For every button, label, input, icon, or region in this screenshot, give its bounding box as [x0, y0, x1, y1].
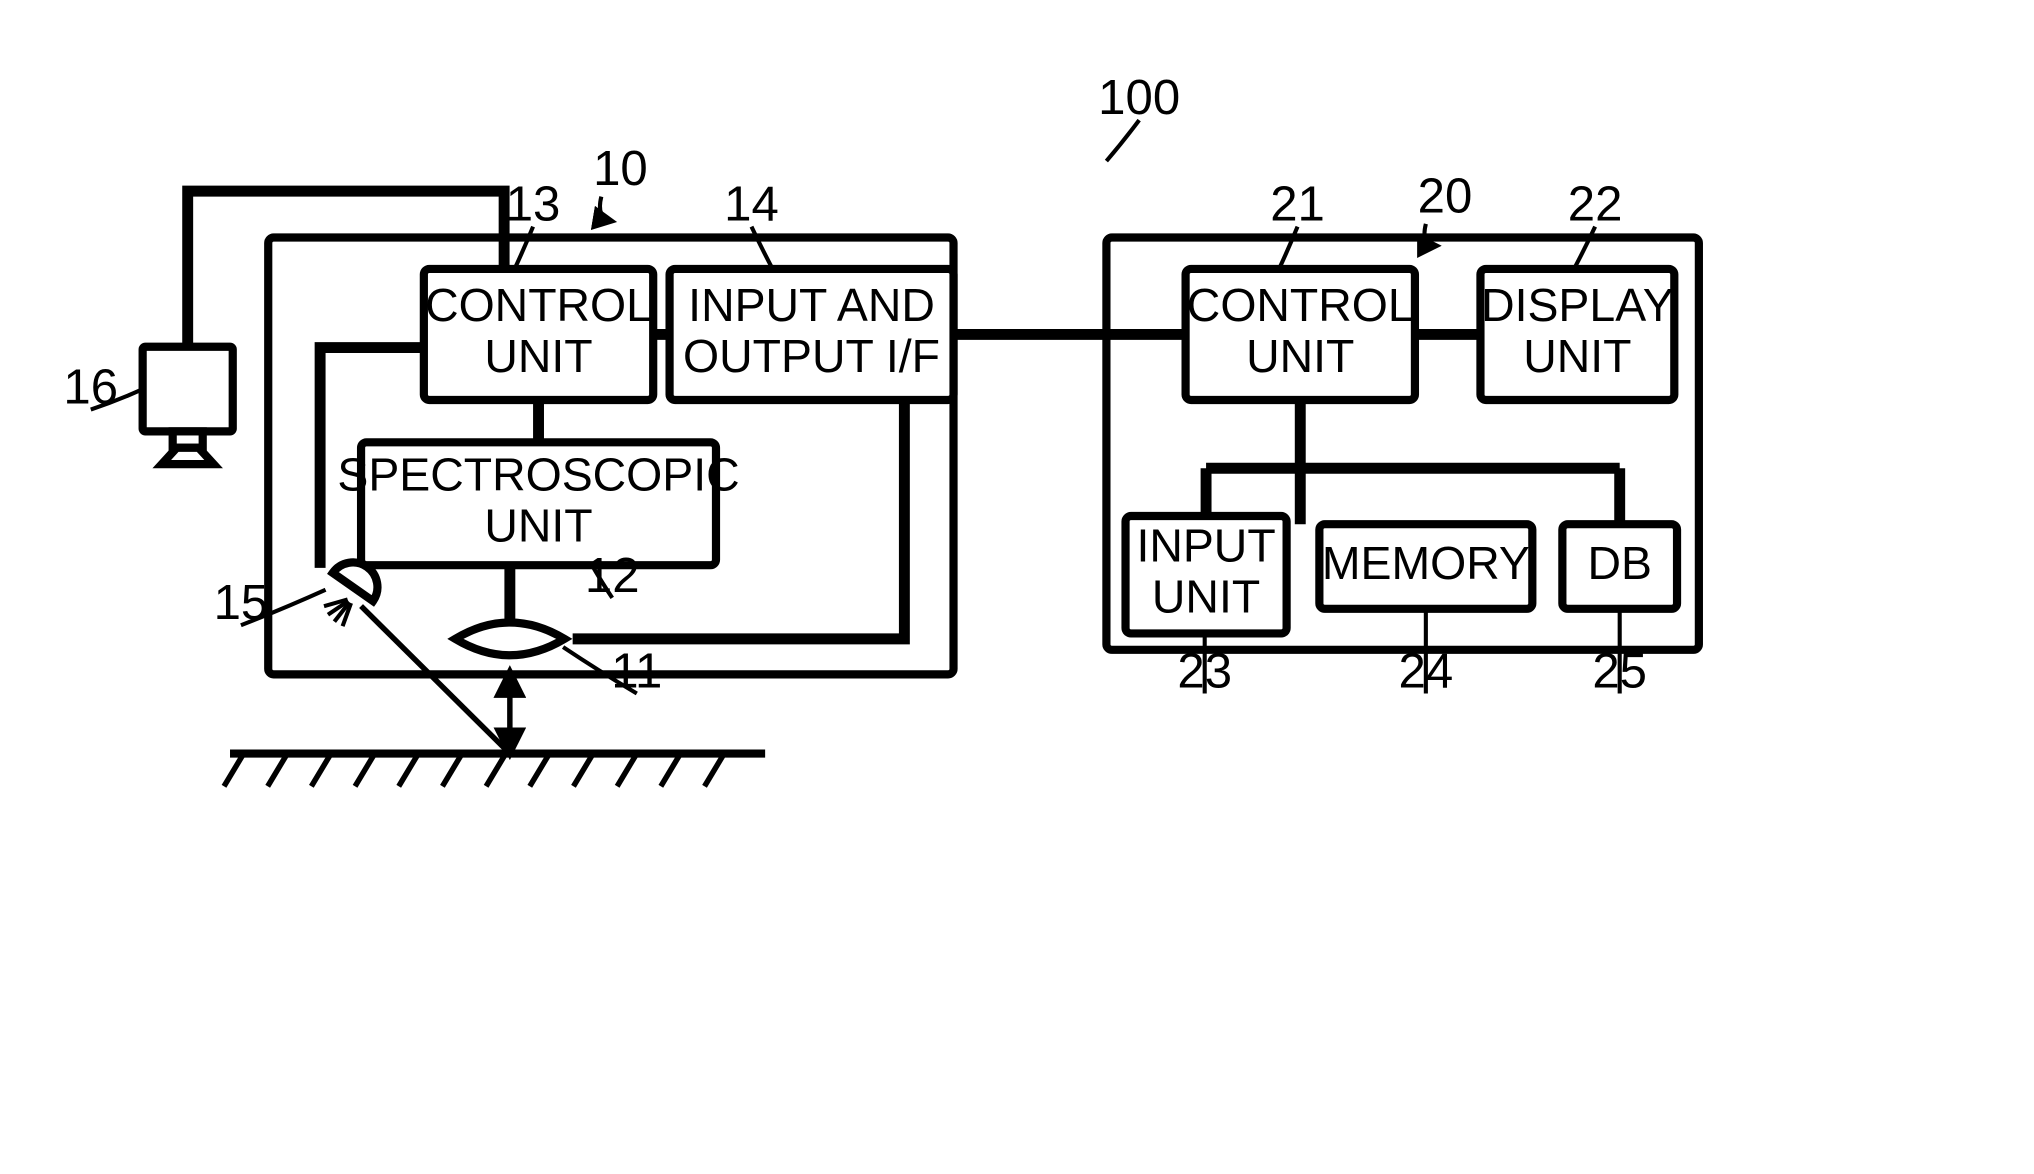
block-ctrl_right-label-0: CONTROL	[1187, 279, 1414, 331]
block-display-label-1: UNIT	[1523, 330, 1631, 382]
block-spectro: SPECTROSCOPICUNIT	[337, 442, 739, 565]
block-db-label-0: DB	[1587, 537, 1651, 589]
block-memory-label-0: MEMORY	[1322, 537, 1530, 589]
block-diagram: CONTROLUNITINPUT ANDOUTPUT I/FSPECTROSCO…	[0, 0, 2034, 1174]
block-ctrl_left-label-1: UNIT	[484, 330, 592, 382]
svg-text:22: 22	[1568, 177, 1623, 231]
block-ctrl_left: CONTROLUNIT	[424, 269, 653, 400]
ref-12: 12	[585, 549, 640, 603]
block-ctrl_right: CONTROLUNIT	[1186, 269, 1415, 400]
block-spectro-label-0: SPECTROSCOPIC	[337, 448, 739, 500]
block-display: DISPLAYUNIT	[1480, 269, 1674, 400]
block-io_if: INPUT ANDOUTPUT I/F	[670, 269, 954, 400]
svg-text:11: 11	[611, 644, 662, 698]
block-memory: MEMORY	[1319, 524, 1532, 609]
ref-23: 23	[1177, 636, 1232, 698]
block-ctrl_right-label-1: UNIT	[1246, 330, 1354, 382]
svg-text:20: 20	[1418, 169, 1473, 223]
printer-icon	[143, 347, 233, 464]
block-spectro-label-1: UNIT	[484, 500, 592, 552]
svg-text:16: 16	[63, 360, 118, 414]
ref-10: 10	[593, 142, 648, 221]
svg-text:15: 15	[214, 576, 269, 630]
block-input_unit-label-1: UNIT	[1152, 571, 1260, 623]
svg-text:21: 21	[1270, 177, 1325, 231]
ref-16: 16	[63, 360, 139, 414]
svg-text:100: 100	[1098, 71, 1180, 125]
svg-text:13: 13	[506, 177, 561, 231]
ground-surface	[224, 754, 765, 787]
block-db: DB	[1562, 524, 1677, 609]
block-ctrl_left-label-0: CONTROL	[425, 279, 652, 331]
block-io_if-label-0: INPUT AND	[688, 279, 935, 331]
block-display-label-0: DISPLAY	[1481, 279, 1674, 331]
block-io_if-label-1: OUTPUT I/F	[683, 330, 940, 382]
svg-text:10: 10	[593, 142, 648, 196]
lens-icon	[455, 622, 564, 753]
block-input_unit-label-0: INPUT	[1136, 519, 1275, 571]
svg-text:14: 14	[724, 177, 779, 231]
block-input_unit: INPUTUNIT	[1126, 516, 1287, 633]
ref-100: 100	[1098, 71, 1180, 161]
